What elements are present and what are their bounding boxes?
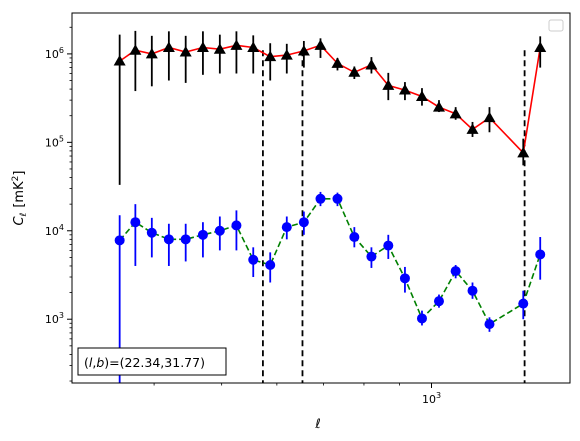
triangle-point — [382, 79, 395, 90]
triangle-point — [449, 107, 462, 119]
annotation-b: b — [96, 355, 104, 370]
circle-point — [231, 220, 242, 231]
triangle-point — [230, 39, 243, 50]
y-tick-label: 105 — [45, 134, 64, 149]
triangle-point — [365, 58, 378, 70]
triangle-point — [162, 41, 175, 53]
series-line — [119, 198, 541, 326]
circle-point — [332, 193, 343, 204]
circle-point — [298, 217, 309, 228]
annotation-value: )=(22.34,31.77) — [104, 355, 205, 370]
annotation-prefix: ( — [84, 355, 89, 370]
vertical-lines-layer — [262, 50, 526, 383]
annotation-l: l — [89, 355, 93, 370]
circle-point — [433, 296, 444, 307]
series-layer — [113, 30, 547, 383]
circle-point — [518, 298, 529, 309]
circle-point — [366, 251, 377, 262]
circle-point — [450, 266, 461, 277]
triangle-point — [179, 46, 192, 57]
triangle-point — [517, 146, 530, 158]
circle-point — [281, 222, 292, 233]
triangle-point — [129, 44, 142, 55]
circle-point — [265, 260, 276, 271]
triangle-point — [145, 47, 158, 59]
circle-point — [484, 319, 495, 330]
circle-point — [114, 235, 125, 246]
circle-point — [416, 313, 427, 324]
triangle-point — [247, 41, 260, 53]
triangle-point — [113, 55, 126, 66]
circle-point — [180, 234, 191, 245]
circle-point — [248, 254, 259, 265]
coordinate-annotation: (l,b)=(22.34,31.77) — [77, 347, 227, 376]
y-tick-label: 103 — [45, 311, 64, 326]
svg-text:Cℓ[mK2]: Cℓ[mK2] — [11, 171, 29, 226]
x-axis-label: ℓ — [314, 417, 320, 432]
legend-box — [548, 19, 564, 32]
circle-point — [383, 240, 394, 251]
triangle-point — [415, 90, 428, 101]
axes-layer: 103 104 105 106 103 — [45, 26, 441, 406]
triangle-point — [196, 41, 209, 53]
triangle-point — [432, 101, 445, 112]
circle-point — [467, 285, 478, 296]
triangle-point — [483, 111, 496, 123]
circle-point — [535, 249, 546, 260]
triangle-point — [398, 84, 411, 95]
circle-point — [315, 193, 326, 204]
annotation-comma: , — [92, 355, 96, 370]
circle-point — [130, 217, 141, 228]
circle-point — [163, 234, 174, 245]
plot-frame — [71, 12, 571, 384]
series-line — [119, 44, 541, 155]
circle-point — [399, 273, 410, 284]
circle-point — [214, 225, 225, 236]
triangle-point — [331, 57, 344, 68]
triangle-point — [534, 41, 547, 53]
x-tick-label: 103 — [422, 391, 441, 406]
triangle-point — [314, 39, 327, 50]
y-tick-label: 106 — [45, 46, 64, 61]
circle-point — [349, 232, 360, 243]
triangle-point — [348, 66, 361, 77]
triangle-point — [264, 50, 277, 62]
triangle-point — [466, 123, 479, 134]
y-tick-label: 104 — [45, 223, 64, 238]
y-axis-label: Cℓ[mK2] — [11, 171, 29, 226]
circle-point — [197, 229, 208, 240]
triangle-point — [297, 44, 310, 56]
triangle-point — [213, 43, 226, 54]
svg-text:(l,b)=(22.34,31.77): (l,b)=(22.34,31.77) — [84, 355, 205, 370]
triangle-point — [280, 49, 293, 60]
circle-point — [146, 227, 157, 238]
